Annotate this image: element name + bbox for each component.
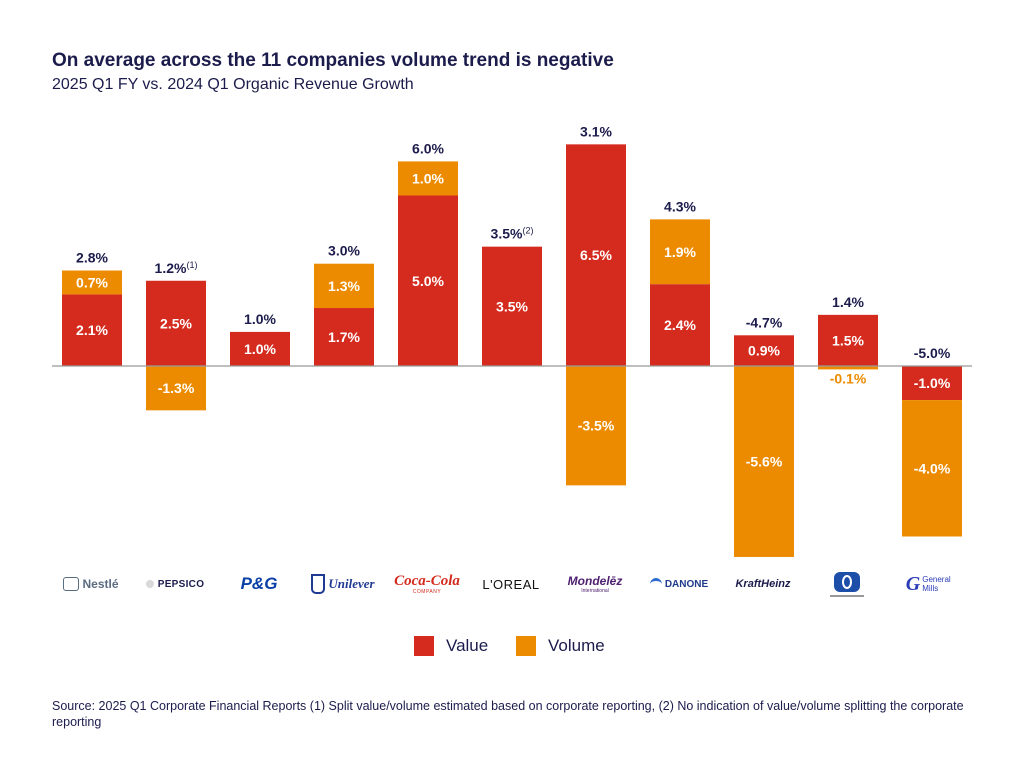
data-label-value: 5.0% (412, 273, 444, 289)
data-label-value: 2.5% (160, 315, 192, 331)
bar-value (650, 284, 710, 366)
pg-logo: P&G (240, 574, 278, 593)
data-label-volume: 1.3% (328, 278, 360, 294)
total-label: -5.0% (914, 345, 951, 361)
bar-value (62, 294, 122, 366)
total-label: 3.1% (580, 123, 612, 139)
data-label-value: 2.4% (664, 317, 696, 333)
data-label-value: 6.5% (580, 247, 612, 263)
legend: Value Volume (0, 636, 1024, 660)
bar-value (398, 195, 458, 366)
bar-volume (146, 366, 206, 411)
bar-value (818, 314, 878, 366)
bar-value (146, 280, 206, 366)
bar-value (902, 366, 962, 401)
bar-volume (734, 366, 794, 557)
legend-label-volume: Volume (548, 636, 605, 655)
data-label-volume: -5.6% (746, 453, 783, 469)
bar-value (482, 246, 542, 366)
data-label-volume: 1.0% (412, 170, 444, 186)
data-label-value: 1.5% (832, 332, 864, 348)
bar-volume (902, 400, 962, 537)
total-label: 1.2%(1) (155, 260, 198, 276)
legend-swatch-value (414, 636, 434, 656)
bar-chart: 2.1% 0.7% 2.8% 2.5% -1.3% 1.2%(1) 1.0% 1.0% 1.7%… (52, 123, 972, 557)
danone-logo: DANONE (639, 566, 719, 602)
data-label-value: 0.9% (748, 343, 780, 359)
unilever-logo: Unilever (303, 566, 383, 602)
data-label-volume: -1.3% (158, 380, 195, 396)
bar-value (566, 144, 626, 366)
source-note: Source: 2025 Q1 Corporate Financial Repo… (52, 699, 964, 729)
bar-volume (314, 263, 374, 309)
chart-title: On average across the 11 companies volum… (52, 50, 614, 71)
data-label-volume: -3.5% (578, 418, 615, 434)
legend-swatch-volume (516, 636, 536, 656)
chart-subtitle: 2025 Q1 FY vs. 2024 Q1 Organic Revenue G… (52, 76, 414, 93)
data-label-volume: 1.9% (664, 244, 696, 260)
legend-item-value: Value (414, 636, 488, 656)
total-label: 1.4% (832, 294, 864, 310)
legend-item-volume: Volume (516, 636, 605, 656)
data-label-volume: -0.1% (830, 370, 867, 386)
cocacola-logo: Coca-Cola COMPANY (394, 573, 460, 595)
general-mills-logo: G General Mills (905, 572, 951, 595)
total-label: 6.0% (412, 140, 444, 156)
bar-value (734, 335, 794, 366)
total-label: 4.3% (664, 198, 696, 214)
data-label-value: 2.1% (76, 322, 108, 338)
data-label-value: 1.0% (244, 341, 276, 357)
total-label: 2.8% (76, 250, 108, 266)
bar-volume (650, 219, 710, 285)
total-label: 3.5%(2) (491, 226, 534, 242)
bar-volume (398, 161, 458, 196)
bar-volume (818, 366, 878, 370)
mondelez-logo: Mondelēz International (567, 573, 623, 594)
data-label-value: -1.0% (914, 375, 951, 391)
total-label: 3.0% (328, 243, 360, 259)
nestle-logo: Nestlé (51, 566, 131, 602)
total-label: -4.7% (746, 314, 783, 330)
colgate-palmolive-logo (807, 566, 887, 602)
bar-value (230, 331, 290, 366)
loreal-logo: L'OREAL (482, 576, 540, 592)
bar-volume (566, 366, 626, 486)
total-label: 1.0% (244, 311, 276, 327)
legend-label-value: Value (446, 636, 489, 655)
data-label-volume: 0.7% (76, 274, 108, 290)
pepsico-logo: PEPSICO (135, 566, 215, 602)
data-label-volume: -4.0% (914, 460, 951, 476)
data-label-value: 1.7% (328, 329, 360, 345)
bar-value (314, 308, 374, 366)
kraftheinz-logo: KraftHeinz (735, 578, 791, 590)
bar-volume (62, 270, 122, 295)
data-label-value: 3.5% (496, 298, 528, 314)
